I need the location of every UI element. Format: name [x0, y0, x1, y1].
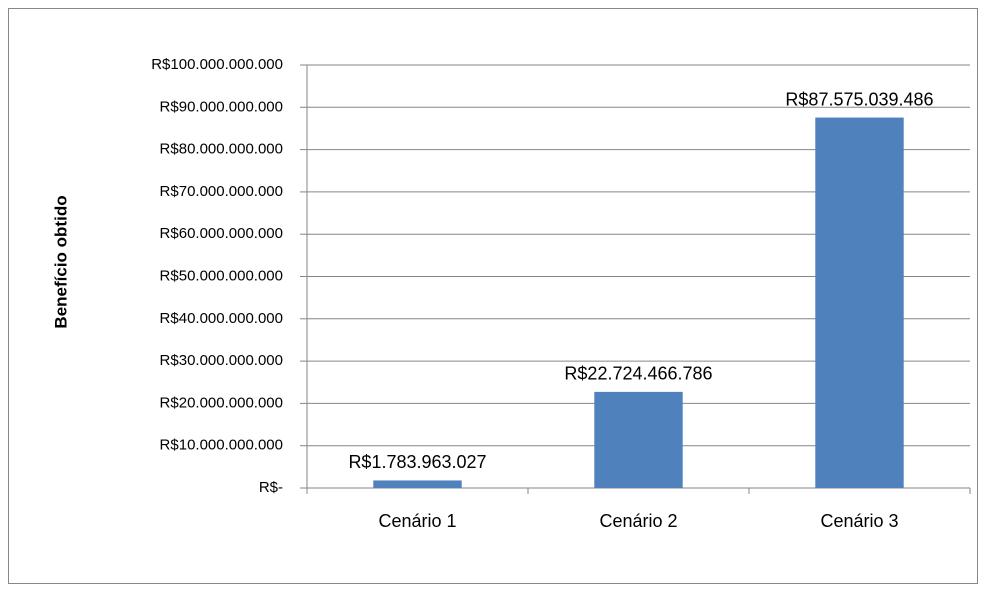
x-tick-label: Cenário 1 [378, 511, 456, 531]
y-tick-label: R$100.000.000.000 [151, 56, 283, 73]
y-tick-label: R$70.000.000.000 [160, 183, 283, 200]
bar [373, 480, 462, 488]
y-tick-label: R$40.000.000.000 [160, 310, 283, 327]
y-tick-label: R$- [259, 479, 283, 496]
value-label: R$87.575.039.486 [785, 89, 933, 109]
bar [594, 391, 683, 488]
y-tick-label: R$60.000.000.000 [160, 225, 283, 242]
x-tick-label: Cenário 2 [599, 511, 677, 531]
y-tick-label: R$90.000.000.000 [160, 98, 283, 115]
y-tick-label: R$50.000.000.000 [160, 267, 283, 284]
value-label: R$22.724.466.786 [564, 364, 712, 384]
value-label: R$1.783.963.027 [348, 452, 486, 472]
y-tick-label: R$20.000.000.000 [160, 394, 283, 411]
y-axis-label: Benefício obtido [51, 195, 70, 328]
y-tick-label: R$30.000.000.000 [160, 352, 283, 369]
y-tick-label: R$80.000.000.000 [160, 141, 283, 158]
x-tick-label: Cenário 3 [820, 511, 898, 531]
y-tick-label: R$10.000.000.000 [160, 437, 283, 454]
bar [815, 117, 904, 488]
